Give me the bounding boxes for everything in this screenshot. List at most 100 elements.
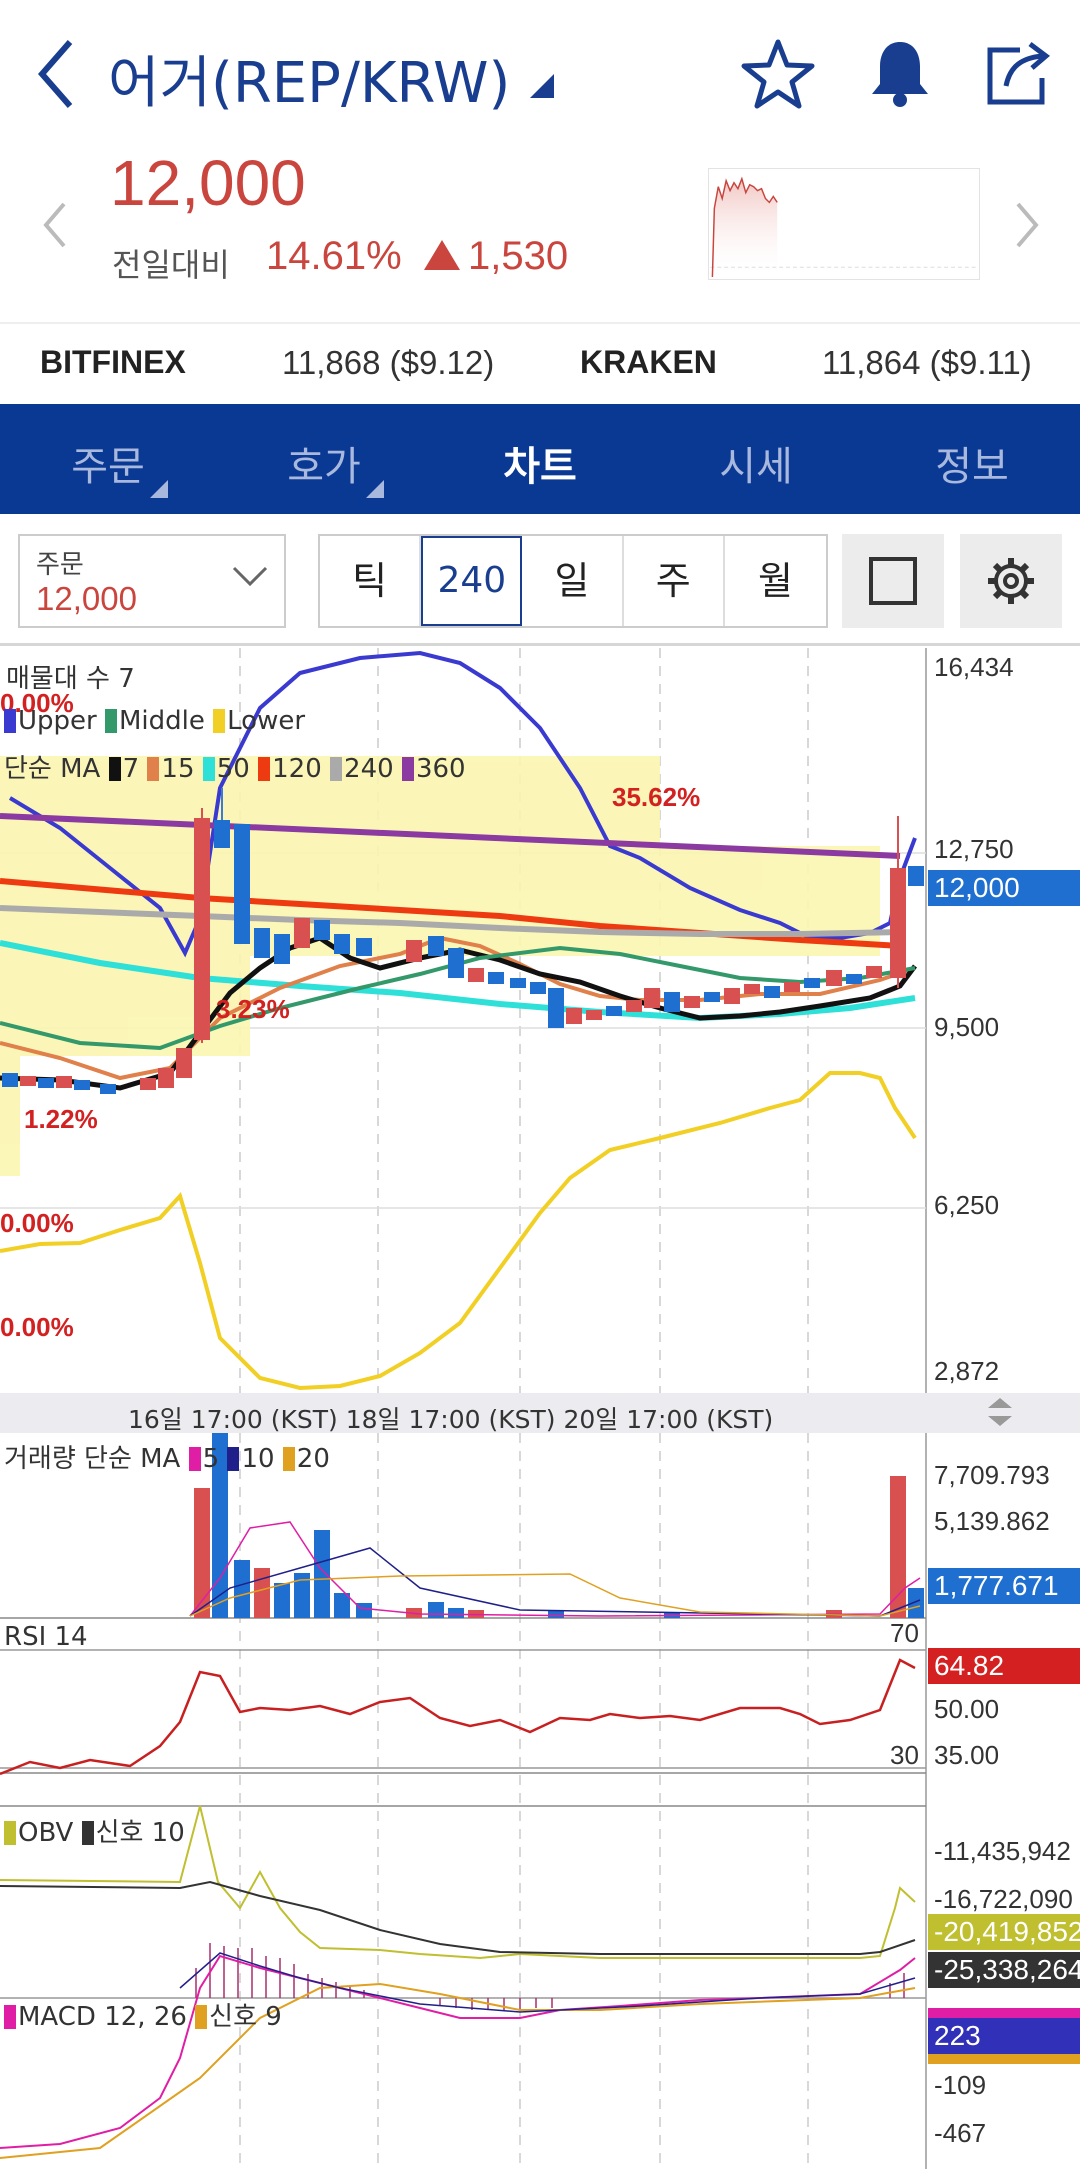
profile-pct-label: 0.00%: [0, 1208, 74, 1238]
y-axis-tick: 9,500: [934, 1012, 1000, 1042]
legend-swatch: [4, 2005, 16, 2029]
chevron-down-icon: [232, 566, 268, 587]
chart-controls: 주문 12,000 틱 240분 일 주 월: [0, 514, 1080, 687]
gear-icon: [988, 558, 1034, 604]
legend-swatch: [108, 757, 121, 781]
macd-signal-strip: [928, 2054, 1080, 2064]
obv-signal-label: 신호 10: [95, 1818, 185, 1848]
profile-pct-label: 3.23%: [216, 994, 290, 1024]
volume-ma: 20: [296, 1444, 330, 1474]
dropdown-triangle-icon[interactable]: [530, 74, 554, 98]
ma-period: 360: [415, 754, 466, 784]
sparkline-chart[interactable]: [708, 168, 980, 280]
volume-ma: 10: [241, 1444, 275, 1474]
page-title[interactable]: 어거(REP/KRW): [108, 51, 511, 116]
ma-period: 50: [216, 754, 250, 784]
back-icon[interactable]: [30, 34, 90, 114]
rsi-lower-band: 30: [890, 1740, 919, 1770]
bb-lower-line: [0, 1071, 917, 1391]
period-week[interactable]: 주: [624, 536, 725, 626]
tab-orderbook[interactable]: 호가: [287, 444, 361, 490]
scroll-arrows-icon[interactable]: [988, 1398, 1012, 1426]
grid-lines: [239, 648, 809, 2169]
macd-current-tag: 223: [928, 2018, 1080, 2054]
settings-button[interactable]: [960, 534, 1062, 628]
ma-period: 7: [122, 754, 140, 784]
rsi-label: RSI 14: [4, 1622, 88, 1652]
y-axis-tick: -16,722,090: [934, 1884, 1073, 1914]
ma-period: 15: [161, 754, 195, 784]
obv-line: [0, 1805, 916, 1960]
period-day[interactable]: 일: [522, 536, 624, 626]
y-axis-tick: 16,434: [934, 652, 1014, 682]
y-axis-tick: 5,139.862: [934, 1506, 1050, 1536]
change-percent: 14.61%: [266, 234, 402, 278]
macd-tag-strip: [928, 2008, 1080, 2018]
volume-ma20-line: [189, 1573, 921, 1617]
tab-chart[interactable]: 차트: [503, 444, 577, 490]
obv-signal-tag: -25,338,264: [928, 1952, 1080, 1988]
volume-profile-legend: 매물대 수 7: [6, 664, 135, 694]
legend-swatch: [81, 1821, 94, 1845]
tab-order[interactable]: 주문: [71, 444, 145, 490]
period-month[interactable]: 월: [757, 559, 793, 603]
exchange-price-row: BITFINEX 11,868 ($9.12) KRAKEN 11,864 ($…: [0, 322, 1080, 404]
y-axis-tick: 6,250: [934, 1190, 1000, 1220]
y-axis-tick: -109: [934, 2070, 987, 2100]
bb-middle-line: [0, 945, 916, 1051]
period-selector: 틱 240분 일 주 월: [318, 534, 828, 687]
tab-info[interactable]: 정보: [935, 444, 1009, 490]
obv-current-tag: -20,419,852: [928, 1914, 1080, 1950]
period-240min[interactable]: 240분: [421, 536, 523, 687]
profile-pct-label: 0.00%: [0, 1312, 74, 1342]
header: 어거(REP/KRW): [0, 0, 1080, 140]
square-icon: [869, 557, 917, 605]
bell-icon[interactable]: [862, 36, 938, 112]
macd-signal-label: 신호 9: [209, 2002, 282, 2032]
bollinger-legend: Upper Middle Lower: [4, 706, 305, 736]
macd-signal-line: [0, 1982, 916, 2159]
order-price-select[interactable]: 주문 12,000: [18, 534, 286, 628]
star-icon[interactable]: [740, 36, 816, 112]
legend-swatch: [147, 757, 160, 781]
rsi-current-tag: 64.82: [928, 1648, 1080, 1684]
exchange-value: 11,864 ($9.11): [822, 344, 1032, 381]
share-icon[interactable]: [980, 36, 1056, 112]
legend-swatch: [4, 1821, 16, 1845]
corner-triangle-icon: [366, 480, 384, 498]
exchange-value: 11,868 ($9.12): [282, 344, 495, 381]
legend-upper: Upper: [18, 706, 97, 736]
change-amount: 1,530: [468, 234, 569, 278]
period-tick[interactable]: 틱: [320, 536, 422, 626]
bb-upper-line: [8, 650, 917, 958]
main-tabs: 주문 호가 차트 시세 정보: [0, 404, 1080, 514]
volume-label: 거래량 단순 MA: [4, 1444, 181, 1474]
time-axis-label: 16일 17:00 (KST) 18일 17:00 (KST) 20일 17:0…: [128, 1405, 774, 1434]
macd-blue-line: [179, 1952, 916, 2013]
tab-market[interactable]: 시세: [719, 444, 793, 490]
volume-legend: 거래량 단순 MA 5 10 20: [4, 1438, 330, 1475]
ma-period: 120: [272, 754, 322, 784]
compare-label: 전일대비: [112, 246, 230, 284]
y-axis-tick: 12,750: [934, 834, 1014, 864]
next-coin-icon[interactable]: [1012, 200, 1042, 250]
profile-pct-label: 1.22%: [24, 1104, 98, 1134]
y-axis-tick: -467: [934, 2118, 987, 2148]
profile-pct-label: 35.62%: [612, 782, 701, 812]
ma-prefix: 단순 MA: [4, 754, 101, 784]
legend-middle: Middle: [119, 706, 205, 736]
ma240-line: [0, 905, 901, 937]
legend-swatch: [330, 757, 343, 781]
layout-button[interactable]: [842, 534, 944, 628]
volume-ma5-line: [189, 1521, 921, 1617]
y-axis-tick: -11,435,942: [934, 1836, 1071, 1866]
macd-label: MACD 12, 26: [18, 2002, 187, 2032]
legend-swatch: [105, 709, 117, 733]
legend-swatch: [213, 709, 226, 733]
y-axis-tick: 50.00: [934, 1694, 1000, 1724]
ma120-line: [0, 878, 901, 949]
legend-swatch: [282, 1447, 295, 1471]
chart-area[interactable]: 매물대 수 7 0.00% Upper Middle Lower 단순 MA 7…: [0, 648, 1080, 2169]
prev-coin-icon[interactable]: [40, 200, 70, 250]
order-value: 12,000: [36, 580, 137, 617]
